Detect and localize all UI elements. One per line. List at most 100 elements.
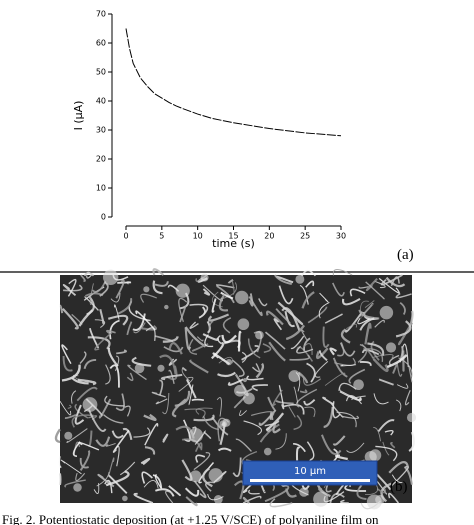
- sem-fiber: [133, 492, 154, 504]
- sem-fiber: [64, 413, 77, 420]
- sem-fiber: [163, 346, 184, 353]
- sem-fiber: [276, 275, 294, 284]
- sem-fiber: [67, 404, 72, 409]
- sem-fiber: [115, 279, 125, 299]
- sem-fiber: [357, 343, 368, 363]
- sem-fiber: [341, 415, 360, 420]
- sem-fiber: [322, 396, 334, 406]
- sem-fiber: [189, 359, 209, 374]
- sem-fiber: [307, 306, 328, 324]
- sem-fiber: [76, 386, 98, 402]
- sem-fiber: [171, 398, 187, 418]
- sem-fiber: [186, 379, 197, 399]
- sem-fiber: [189, 321, 199, 329]
- sem-fiber: [319, 292, 329, 303]
- sem-fiber: [195, 407, 213, 415]
- y-tick-label: 40: [96, 97, 106, 106]
- sem-fiber: [71, 313, 83, 326]
- sem-fiber: [239, 410, 247, 417]
- sem-fiber: [99, 309, 105, 325]
- sem-blob: [243, 392, 255, 405]
- sem-fiber: [378, 378, 394, 386]
- sem-fiber: [227, 378, 244, 386]
- sem-fiber: [168, 369, 175, 385]
- sem-fiber: [227, 278, 234, 284]
- sem-fiber: [391, 474, 403, 484]
- sem-fiber: [293, 386, 299, 404]
- sem-fiber: [296, 345, 314, 354]
- sem-fiber: [131, 356, 152, 367]
- sem-fiber: [159, 354, 177, 375]
- sem-blob: [143, 286, 150, 293]
- sem-fiber: [232, 457, 242, 477]
- sem-blob: [175, 283, 190, 298]
- sem-fiber: [275, 399, 294, 405]
- sem-fiber: [168, 342, 183, 355]
- y-tick-label: 60: [96, 39, 106, 48]
- sem-fiber: [189, 303, 209, 316]
- sem-fiber: [274, 274, 292, 285]
- y-tick-label: 20: [96, 155, 106, 164]
- sem-fiber: [185, 496, 198, 507]
- sem-fiber: [109, 319, 120, 340]
- sem-fiber: [61, 364, 81, 382]
- sem-fiber: [404, 466, 414, 485]
- sem-fiber: [86, 274, 92, 279]
- sem-fiber: [258, 298, 268, 307]
- sem-fiber: [72, 441, 81, 458]
- sem-fiber: [222, 317, 232, 334]
- sem-fiber: [99, 281, 109, 297]
- sem-fiber: [211, 416, 229, 436]
- sem-fiber: [374, 280, 386, 289]
- sem-fiber: [321, 434, 342, 455]
- y-axis-label: I (μA): [72, 101, 85, 131]
- sem-blob: [213, 495, 223, 504]
- sem-fiber: [116, 349, 127, 355]
- sem-fiber: [248, 489, 260, 495]
- sem-fiber: [151, 391, 166, 398]
- sem-fiber: [62, 283, 77, 297]
- sem-fiber: [363, 348, 384, 362]
- sem-fiber: [94, 319, 106, 329]
- sem-fiber: [334, 454, 348, 461]
- sem-fiber: [356, 482, 367, 501]
- sem-fiber: [303, 398, 316, 406]
- sem-fiber: [202, 467, 213, 488]
- sem-fiber: [196, 336, 204, 342]
- sem-blob: [164, 304, 169, 310]
- sem-fiber: [204, 334, 214, 348]
- sem-fiber: [111, 430, 124, 439]
- sem-fiber: [388, 461, 410, 474]
- sem-blob: [122, 495, 128, 502]
- y-tick-label: 70: [96, 10, 106, 19]
- sem-fiber: [105, 443, 116, 447]
- sem-fiber: [404, 390, 411, 406]
- sem-fiber: [285, 324, 306, 341]
- sem-fiber: [221, 334, 237, 344]
- sem-fiber: [264, 331, 286, 350]
- sem-fiber: [295, 446, 301, 461]
- sem-fiber: [62, 355, 73, 372]
- sem-fiber: [275, 308, 291, 324]
- sem-fiber: [371, 354, 394, 359]
- sem-blob: [366, 494, 382, 510]
- sem-fiber: [386, 354, 408, 369]
- sem-fiber: [323, 406, 334, 429]
- sem-fiber: [168, 485, 181, 497]
- sem-fiber: [143, 413, 157, 422]
- sem-fiber: [110, 292, 121, 303]
- sem-fiber: [237, 330, 242, 352]
- sem-fiber: [359, 361, 372, 367]
- sem-fiber: [133, 322, 146, 334]
- sem-fiber: [345, 395, 363, 405]
- sem-fiber: [358, 309, 380, 320]
- sem-blob: [134, 363, 145, 374]
- sem-fiber: [293, 414, 303, 431]
- sem-fiber: [402, 343, 409, 368]
- sem-fiber: [194, 442, 203, 452]
- sem-blob: [188, 427, 203, 443]
- sem-blob: [208, 468, 223, 483]
- sem-fiber: [324, 372, 346, 386]
- sem-fiber: [324, 313, 343, 324]
- sem-blob: [353, 379, 364, 391]
